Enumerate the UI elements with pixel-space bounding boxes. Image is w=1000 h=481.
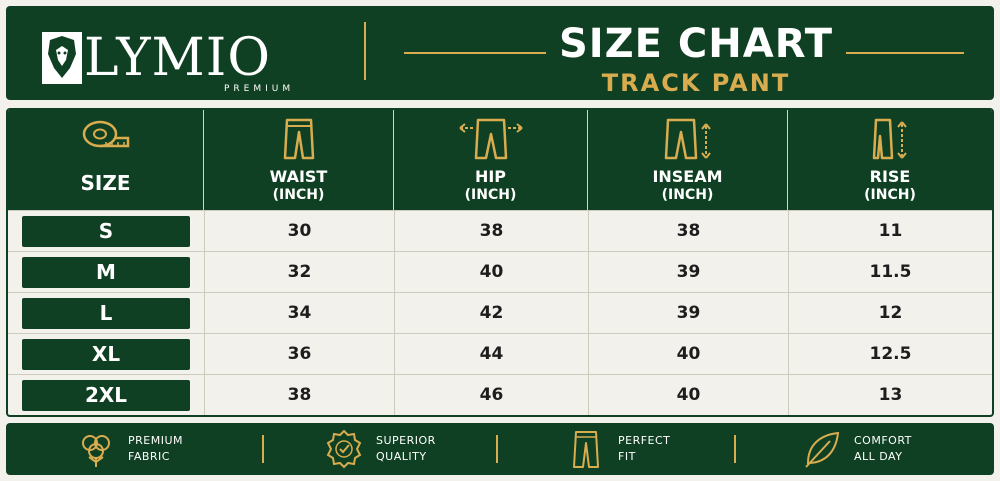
- hip-value: 40: [394, 252, 588, 292]
- table-header: SIZE WAIST (INCH) HIP (INCH): [8, 110, 992, 210]
- table-row: L 34 42 39 12: [8, 292, 992, 333]
- column-header-inseam: INSEAM (INCH): [588, 110, 788, 210]
- lion-head-icon: [42, 32, 82, 84]
- hip-value: 38: [394, 211, 588, 251]
- size-label: 2XL: [22, 380, 190, 411]
- footer-divider: [262, 435, 264, 463]
- feature-line2: QUALITY: [376, 450, 427, 463]
- size-label: S: [22, 216, 190, 247]
- column-header-waist: WAIST (INCH): [204, 110, 394, 210]
- waist-value: 36: [204, 334, 394, 374]
- size-table: SIZE WAIST (INCH) HIP (INCH): [6, 108, 994, 417]
- waist-value: 30: [204, 211, 394, 251]
- pants-hip-icon: [458, 118, 523, 160]
- column-unit-waist: (INCH): [272, 187, 325, 203]
- measuring-tape-icon: [82, 120, 129, 148]
- inseam-value: 39: [588, 252, 788, 292]
- size-label: XL: [22, 339, 190, 370]
- rise-value: 13: [788, 375, 992, 415]
- feature-perfect-fit: PERFECT FIT: [566, 423, 736, 475]
- rise-value: 11: [788, 211, 992, 251]
- column-label-waist: WAIST: [269, 167, 328, 186]
- inseam-value: 39: [588, 293, 788, 333]
- feature-superior-quality: SUPERIOR QUALITY: [324, 423, 504, 475]
- feature-comfort-all-day: COMFORT ALL DAY: [802, 423, 982, 475]
- table-row: M 32 40 39 11.5: [8, 251, 992, 292]
- footer-divider: [734, 435, 736, 463]
- brand-name: LYMIO: [84, 28, 271, 88]
- brand-logo: LYMIO PREMIUM: [34, 24, 334, 94]
- feature-text: COMFORT ALL DAY: [854, 433, 974, 465]
- column-label-hip: HIP: [474, 167, 507, 186]
- hip-value: 42: [394, 293, 588, 333]
- feature-premium-fabric: PREMIUM FABRIC: [76, 423, 256, 475]
- feature-text: PREMIUM FABRIC: [128, 433, 248, 465]
- pants-rise-icon: [872, 118, 907, 160]
- brand-tagline: PREMIUM: [224, 84, 295, 94]
- cotton-flower-icon: [82, 435, 110, 467]
- table-row: XL 36 44 40 12.5: [8, 333, 992, 374]
- pants-waist-icon: [283, 118, 314, 160]
- pants-fit-icon: [573, 431, 599, 468]
- size-label: L: [22, 298, 190, 329]
- feature-line1: PREMIUM: [128, 434, 184, 447]
- column-unit-rise: (INCH): [864, 187, 916, 203]
- waist-value: 34: [204, 293, 394, 333]
- title-rule-right: [846, 52, 964, 54]
- title-rule-left: [404, 52, 546, 54]
- feature-line2: ALL DAY: [854, 450, 903, 463]
- feature-text: PERFECT FIT: [618, 433, 738, 465]
- page-subtitle: TRACK PANT: [601, 69, 791, 97]
- table-row: S 30 38 38 11: [8, 210, 992, 251]
- column-unit-hip: (INCH): [464, 187, 517, 203]
- footer-divider: [496, 435, 498, 463]
- table-row: 2XL 38 46 40 13: [8, 374, 992, 415]
- feature-line2: FABRIC: [128, 450, 170, 463]
- size-label: M: [22, 257, 190, 288]
- feature-footer: PREMIUM FABRIC SUPERIOR QUALITY PERFECT …: [6, 423, 994, 475]
- waist-value: 38: [204, 375, 394, 415]
- header-banner: LYMIO PREMIUM SIZE CHART TRACK PANT: [6, 6, 994, 100]
- inseam-value: 38: [588, 211, 788, 251]
- feature-line1: PERFECT: [618, 434, 671, 447]
- feature-line2: FIT: [618, 450, 636, 463]
- rise-value: 11.5: [788, 252, 992, 292]
- column-label-inseam: INSEAM: [652, 167, 723, 186]
- feature-line1: COMFORT: [854, 434, 912, 447]
- column-unit-inseam: (INCH): [661, 187, 714, 203]
- quality-badge-icon: [326, 429, 362, 469]
- column-header-size: SIZE: [8, 110, 204, 210]
- hip-value: 46: [394, 375, 588, 415]
- rise-value: 12: [788, 293, 992, 333]
- column-label-size: SIZE: [80, 171, 131, 195]
- leaf-icon: [805, 431, 840, 468]
- pants-inseam-icon: [664, 118, 711, 160]
- hip-value: 44: [394, 334, 588, 374]
- header-divider: [364, 22, 366, 80]
- inseam-value: 40: [588, 334, 788, 374]
- column-header-rise: RISE (INCH): [788, 110, 992, 210]
- rise-value: 12.5: [788, 334, 992, 374]
- column-header-hip: HIP (INCH): [394, 110, 588, 210]
- waist-value: 32: [204, 252, 394, 292]
- column-label-rise: RISE: [869, 167, 911, 186]
- feature-line1: SUPERIOR: [376, 434, 436, 447]
- feature-text: SUPERIOR QUALITY: [376, 433, 496, 465]
- page-title: SIZE CHART: [558, 21, 834, 67]
- inseam-value: 40: [588, 375, 788, 415]
